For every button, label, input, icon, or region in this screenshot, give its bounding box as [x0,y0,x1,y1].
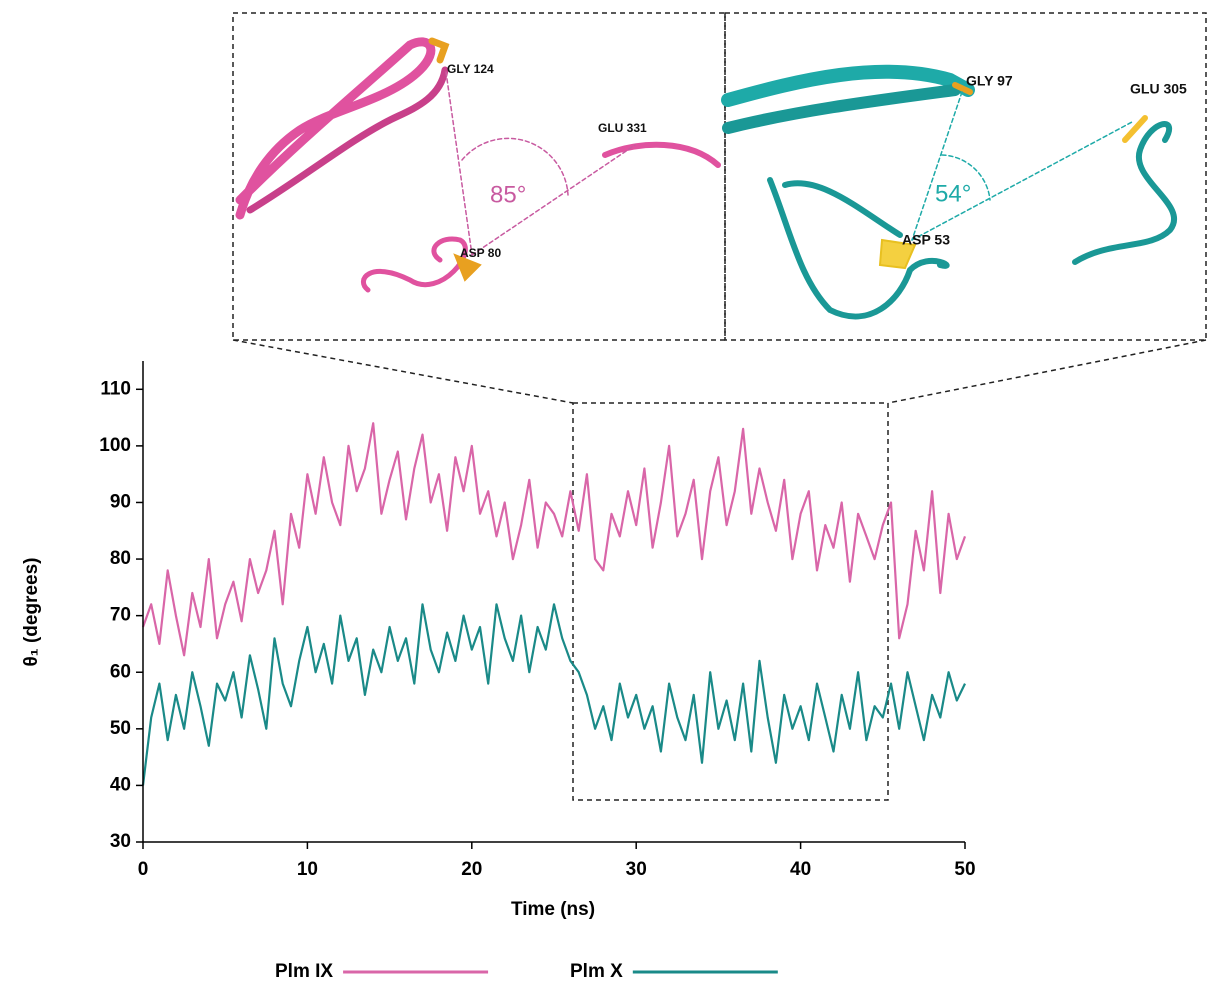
plot [141,422,967,786]
y-tick-label: 80 [110,548,131,569]
annotation: GLU 331 [598,121,647,135]
y-tick-label: 30 [110,831,131,852]
y-tick-label: 110 [100,378,131,399]
annotation: 85° [490,181,526,208]
annotation: 54° [935,180,971,207]
zoom-box [572,402,889,801]
x-tick-label: 40 [790,859,811,880]
x-tick-label: 50 [954,859,975,880]
y-axis-label: θ₁ (degrees) [21,558,42,667]
protein-left [235,37,721,293]
inset-right [724,12,1207,341]
y-tick-label: 50 [110,718,131,739]
y-tick-label: 40 [110,774,131,795]
annotation: GLU 305 [1130,81,1187,97]
x-tick-label: 10 [297,859,318,880]
legend-label: Plm X [570,961,623,982]
data-line [141,422,967,657]
inset-panels [232,12,1207,801]
annotation: ASP 53 [902,232,950,248]
y-tick-label: 60 [110,661,131,682]
y-tick-label: 90 [110,491,131,512]
data-line [141,603,966,786]
annotation: ASP 80 [460,246,501,260]
legend-label: Plm IX [275,961,333,982]
annotation: GLY 124 [447,62,494,76]
x-tick-label: 0 [138,859,149,880]
zoom-connector [232,339,574,404]
zoom-connector [887,339,1207,404]
y-tick-label: 100 [99,435,131,456]
protein-right [721,64,1178,320]
x-tick-label: 30 [626,859,647,880]
x-axis-label: Time (ns) [511,899,595,920]
annotation: GLY 97 [966,73,1013,89]
y-tick-label: 70 [110,605,131,626]
x-tick-label: 20 [461,859,482,880]
inset-left [232,12,726,341]
